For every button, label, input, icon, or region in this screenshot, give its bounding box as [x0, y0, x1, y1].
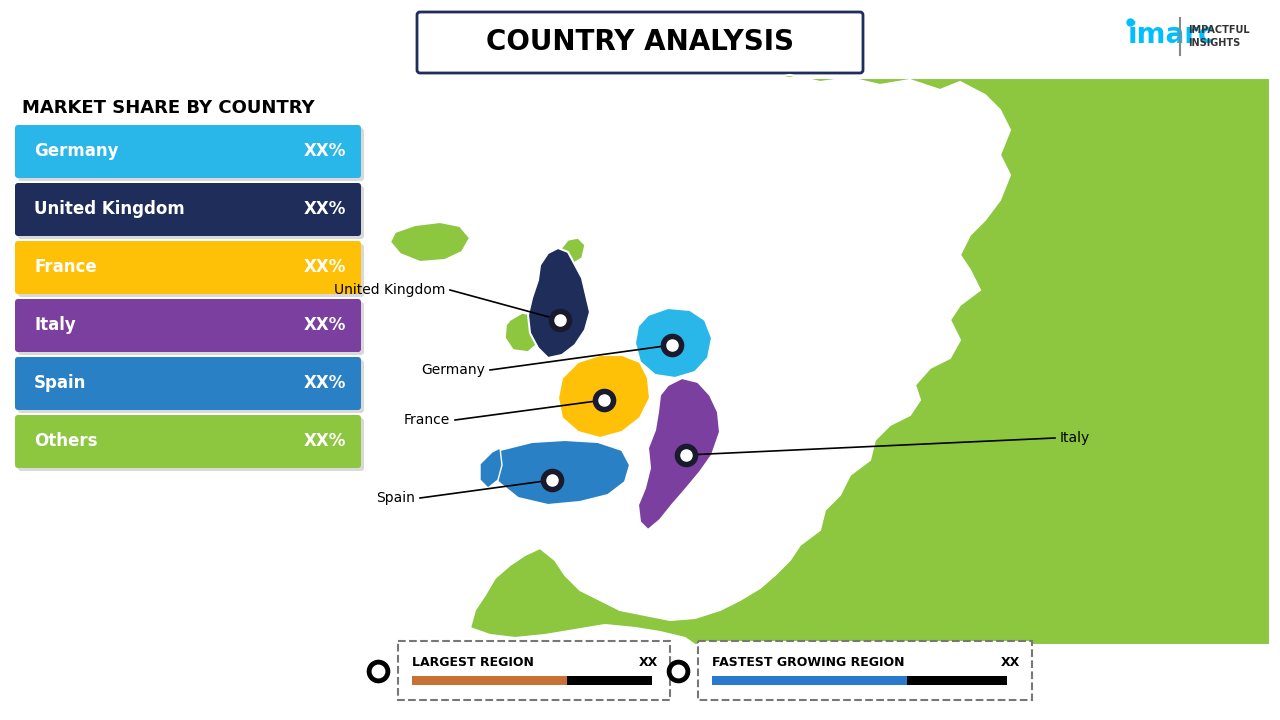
- Text: XX%: XX%: [303, 317, 346, 335]
- Text: Germany: Germany: [421, 363, 485, 377]
- Bar: [908, 676, 1007, 685]
- Text: COUNTRY ANALYSIS: COUNTRY ANALYSIS: [486, 29, 794, 56]
- Bar: [712, 676, 908, 685]
- FancyBboxPatch shape: [18, 360, 364, 413]
- Text: Spain: Spain: [35, 374, 86, 392]
- Polygon shape: [637, 378, 719, 530]
- Polygon shape: [635, 308, 712, 378]
- FancyBboxPatch shape: [698, 641, 1032, 700]
- Text: XX: XX: [1001, 657, 1020, 670]
- FancyBboxPatch shape: [18, 128, 364, 181]
- Bar: [412, 676, 567, 685]
- Polygon shape: [480, 448, 502, 488]
- FancyBboxPatch shape: [15, 125, 361, 178]
- FancyBboxPatch shape: [417, 12, 863, 73]
- Polygon shape: [390, 222, 470, 262]
- Text: XX%: XX%: [303, 433, 346, 451]
- Bar: [567, 676, 652, 685]
- Text: United Kingdom: United Kingdom: [35, 200, 184, 218]
- Polygon shape: [808, 195, 870, 252]
- Text: XX: XX: [639, 657, 658, 670]
- Text: XX%: XX%: [303, 374, 346, 392]
- Text: France: France: [35, 258, 97, 276]
- FancyBboxPatch shape: [18, 418, 364, 471]
- FancyBboxPatch shape: [15, 299, 361, 352]
- Text: INSIGHTS: INSIGHTS: [1188, 38, 1240, 48]
- Polygon shape: [470, 75, 1270, 645]
- Text: XX%: XX%: [303, 143, 346, 161]
- Text: Others: Others: [35, 433, 97, 451]
- Text: FASTEST GROWING REGION: FASTEST GROWING REGION: [712, 657, 905, 670]
- Text: XX%: XX%: [303, 200, 346, 218]
- Text: MARKET SHARE BY COUNTRY: MARKET SHARE BY COUNTRY: [22, 99, 315, 117]
- Text: Italy: Italy: [1060, 431, 1091, 445]
- FancyBboxPatch shape: [15, 415, 361, 468]
- FancyBboxPatch shape: [15, 183, 361, 236]
- FancyBboxPatch shape: [15, 357, 361, 410]
- Text: France: France: [403, 413, 451, 427]
- Text: IMPACTFUL: IMPACTFUL: [1188, 25, 1249, 35]
- FancyBboxPatch shape: [18, 244, 364, 297]
- FancyBboxPatch shape: [398, 641, 669, 700]
- Polygon shape: [506, 313, 541, 352]
- Text: XX%: XX%: [303, 258, 346, 276]
- FancyBboxPatch shape: [15, 241, 361, 294]
- Polygon shape: [529, 248, 590, 358]
- Polygon shape: [492, 440, 630, 505]
- Text: Germany: Germany: [35, 143, 119, 161]
- Polygon shape: [865, 165, 905, 202]
- FancyBboxPatch shape: [18, 186, 364, 239]
- FancyBboxPatch shape: [18, 302, 364, 355]
- Text: United Kingdom: United Kingdom: [334, 283, 445, 297]
- Polygon shape: [561, 238, 585, 264]
- Polygon shape: [558, 355, 650, 438]
- Text: imarc: imarc: [1128, 21, 1216, 49]
- Text: Spain: Spain: [376, 491, 415, 505]
- Text: Italy: Italy: [35, 317, 76, 335]
- Text: LARGEST REGION: LARGEST REGION: [412, 657, 534, 670]
